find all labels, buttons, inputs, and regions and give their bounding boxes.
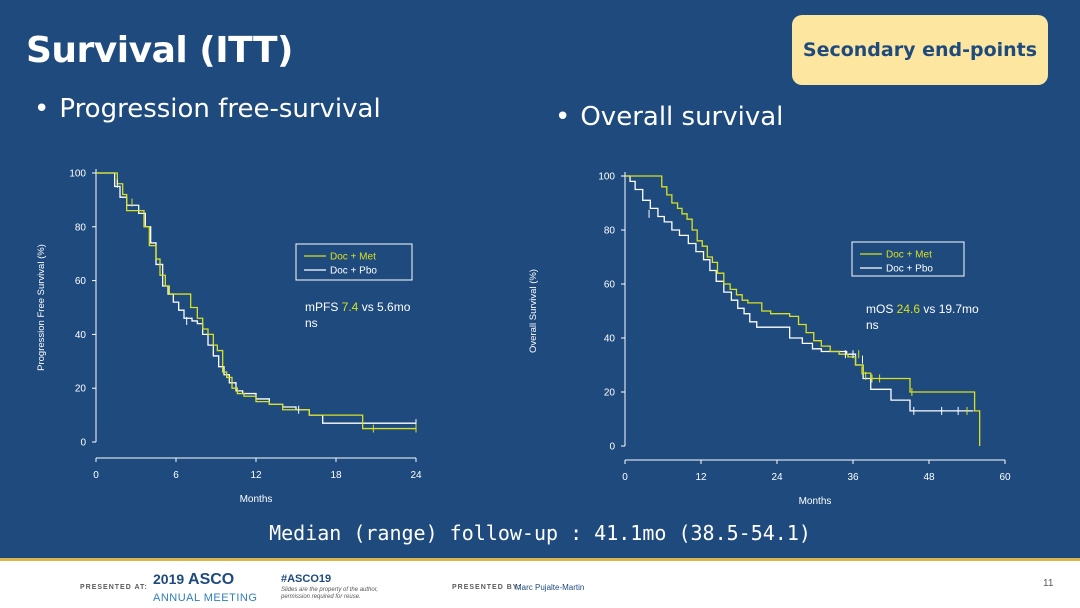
- y-axis-title: Progression Free Survival (%): [36, 244, 47, 371]
- bullet-icon: •: [34, 94, 50, 124]
- annotation-suffix: vs 19.7mo: [920, 302, 979, 316]
- x-tick-label: 12: [695, 472, 707, 483]
- slide-title: Survival (ITT): [26, 30, 294, 71]
- x-axis-title: Months: [799, 496, 832, 507]
- met-curve: [96, 172, 416, 430]
- y-tick-label: 80: [604, 226, 616, 237]
- annotation-prefix: mPFS: [305, 300, 342, 314]
- x-tick-label: 12: [250, 470, 262, 481]
- median-annotation: mPFS 7.4 vs 5.6mo: [305, 300, 411, 314]
- asco-logo: 2019 ASCO: [153, 571, 234, 589]
- annotation-ns: ns: [866, 318, 879, 332]
- y-tick-label: 80: [75, 222, 87, 233]
- y-tick-label: 40: [604, 334, 616, 345]
- x-tick-label: 0: [93, 470, 99, 481]
- x-tick-label: 24: [771, 472, 783, 483]
- legend-pbo-label: Doc + Pbo: [886, 264, 933, 275]
- annotation-suffix: vs 5.6mo: [358, 300, 410, 314]
- annotation-prefix: mOS: [866, 302, 897, 316]
- annotation-highlight: 7.4: [342, 300, 359, 314]
- x-tick-label: 18: [330, 470, 342, 481]
- y-tick-label: 20: [75, 384, 87, 395]
- pbo-curve: [625, 175, 974, 412]
- x-axis-title: Months: [240, 494, 273, 505]
- y-tick-label: 60: [75, 276, 87, 287]
- legend-met-label: Doc + Met: [330, 252, 376, 263]
- hashtag: #ASCO19: [281, 573, 332, 585]
- bullet-icon: •: [555, 102, 571, 132]
- logo-year: 2019: [153, 571, 185, 587]
- legend-box: [295, 243, 413, 281]
- x-tick-label: 6: [173, 470, 179, 481]
- legend-pbo-label: Doc + Pbo: [330, 266, 377, 277]
- pfs-km-chart: 0 20 40 60 80 100 0 6 12 18 24 Months Progression Fr…: [36, 169, 422, 506]
- pbo-curve: [96, 172, 416, 424]
- disclaimer: Slides are the property of the author, p…: [281, 587, 379, 600]
- presented-at-label: PRESENTED AT:: [80, 584, 148, 591]
- followup-text: Median (range) follow-up : 41.1mo (38.5-…: [269, 521, 811, 545]
- median-annotation: mOS 24.6 vs 19.7mo: [866, 302, 979, 316]
- met-curve: [625, 175, 981, 446]
- pfs-heading: • Progression free-survival: [34, 94, 381, 124]
- logo-name: ASCO: [188, 571, 235, 588]
- legend-box: [851, 241, 965, 277]
- y-axis-title: Overall Survival (%): [528, 269, 539, 353]
- annotation-highlight: 24.6: [897, 302, 921, 316]
- secondary-endpoints-badge: Secondary end-points: [792, 15, 1048, 85]
- y-tick-label: 60: [604, 280, 616, 291]
- y-tick-label: 100: [598, 172, 615, 183]
- presented-by-label: PRESENTED BY:: [452, 584, 522, 591]
- legend-met-label: Doc + Met: [886, 250, 932, 261]
- y-tick-label: 100: [69, 169, 86, 180]
- logo-sub: ANNUAL MEETING: [153, 592, 258, 604]
- x-tick-label: 36: [847, 472, 859, 483]
- x-tick-label: 24: [410, 470, 422, 481]
- x-tick-label: 48: [923, 472, 935, 483]
- y-tick-label: 0: [609, 442, 615, 453]
- os-heading-text: Overall survival: [580, 102, 784, 132]
- y-tick-label: 0: [80, 438, 86, 449]
- annotation-ns: ns: [305, 316, 318, 330]
- footer: PRESENTED AT: 2019 ASCO ANNUAL MEETING #…: [0, 558, 1080, 608]
- page-number: 11: [1043, 578, 1054, 589]
- presenter-name: Marc Pujalte-Martin: [515, 583, 585, 592]
- pfs-heading-text: Progression free-survival: [59, 94, 381, 124]
- os-km-chart: 0 20 40 60 80 100 0 12 24 36 48 60 Months Overall Sur…: [528, 172, 1011, 508]
- x-tick-label: 0: [622, 472, 628, 483]
- y-tick-label: 20: [604, 388, 616, 399]
- slide: Survival (ITT) Secondary end-points • Pro…: [0, 0, 1080, 558]
- os-heading: • Overall survival: [555, 102, 783, 132]
- x-tick-label: 60: [999, 472, 1011, 483]
- y-tick-label: 40: [75, 330, 87, 341]
